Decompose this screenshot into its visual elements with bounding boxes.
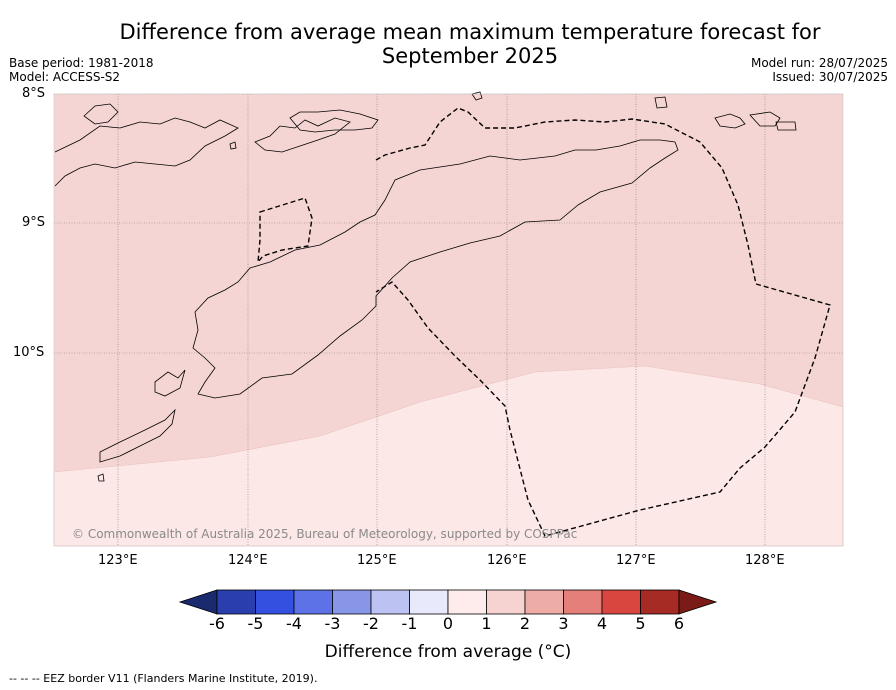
lon-label-123e: 123°E bbox=[98, 553, 138, 568]
colorbar-tick-label: -3 bbox=[324, 614, 341, 633]
colorbar-bin bbox=[293, 589, 333, 615]
colorbar-tick-label: 4 bbox=[596, 614, 608, 633]
lon-label-127e: 127°E bbox=[616, 553, 656, 568]
colorbar-tick-label: -2 bbox=[363, 614, 379, 633]
alor-island-coast bbox=[254, 117, 351, 153]
title-line-2: September 2025 bbox=[381, 44, 559, 68]
small-island-g bbox=[97, 473, 105, 482]
map-frame bbox=[53, 93, 844, 547]
lon-label-126e: 126°E bbox=[487, 553, 527, 568]
lat-label-9s: 9°S bbox=[22, 215, 46, 230]
colorbar-bin bbox=[409, 589, 449, 615]
colorbar-tick-label: 5 bbox=[635, 614, 646, 633]
lon-label-124e: 124°E bbox=[228, 553, 268, 568]
eez-timor-leste bbox=[375, 107, 831, 537]
colorbar-title: Difference from average (°C) bbox=[324, 642, 572, 662]
lon-label-125e: 125°E bbox=[357, 553, 397, 568]
lat-label-10s: 10°S bbox=[13, 345, 45, 360]
colorbar-bin bbox=[255, 589, 295, 615]
eez-footnote: -- -- -- EEZ border V11 (Flanders Marine… bbox=[9, 672, 318, 685]
colorbar-bin bbox=[486, 589, 526, 615]
colorbar-bin bbox=[370, 589, 410, 615]
title-line-1: Difference from average mean maximum tem… bbox=[119, 20, 821, 44]
issued-text: Issued: 30/07/2025 bbox=[772, 70, 888, 84]
colorbar-min-arrow bbox=[178, 589, 218, 615]
meta-left: Base period: 1981-2018 Model: ACCESS-S2 bbox=[9, 56, 154, 84]
colorbar-tick-label: 1 bbox=[481, 614, 492, 633]
colorbar-bin bbox=[332, 589, 372, 615]
colorbar-bin bbox=[563, 589, 603, 615]
colorbar-max-arrow bbox=[678, 589, 718, 615]
lon-label-128e: 128°E bbox=[745, 553, 785, 568]
base-period-text: Base period: 1981-2018 bbox=[9, 56, 154, 70]
small-island-f bbox=[471, 91, 483, 101]
colorbar-bin bbox=[640, 589, 680, 615]
colorbar-tick-label: -1 bbox=[401, 614, 418, 633]
colorbar-bin bbox=[447, 589, 487, 615]
small-island-e bbox=[775, 121, 797, 131]
model-text: Model: ACCESS-S2 bbox=[9, 70, 121, 84]
colorbar-bin bbox=[601, 589, 641, 615]
timor-island-coast bbox=[192, 139, 679, 399]
map-title: Difference from average mean maximum tem… bbox=[70, 20, 870, 68]
colorbar-tick-label: -6 bbox=[209, 614, 225, 633]
colorbar-tick-label: 0 bbox=[442, 614, 454, 633]
colorbar-tick-label: -4 bbox=[286, 614, 302, 633]
flores-islands-coast bbox=[54, 117, 239, 187]
wetar-island-coast bbox=[289, 109, 379, 133]
eez-border bbox=[257, 107, 831, 537]
colorbar-tick-label: -5 bbox=[247, 614, 264, 633]
small-island-c bbox=[714, 113, 746, 129]
meta-right: Model run: 28/07/2025 Issued: 30/07/2025 bbox=[751, 56, 888, 84]
colorbar-tick-label: 3 bbox=[558, 614, 569, 633]
colorbar bbox=[178, 589, 718, 615]
savu-island-coast bbox=[99, 408, 176, 463]
small-island-a bbox=[229, 141, 237, 150]
lat-label-8s: 8°S bbox=[22, 86, 46, 101]
copyright-text: © Commonwealth of Australia 2025, Bureau… bbox=[72, 527, 578, 541]
colorbar-tick-label: 2 bbox=[519, 614, 531, 633]
small-island-b bbox=[654, 96, 668, 109]
lesser-sunda-coast bbox=[83, 103, 119, 125]
model-run-text: Model run: 28/07/2025 bbox=[750, 56, 888, 70]
colorbar-bin bbox=[216, 589, 256, 615]
rote-island-coast bbox=[154, 369, 186, 397]
colorbar-tick-label: 6 bbox=[673, 614, 685, 633]
eez-oecusse bbox=[257, 197, 313, 265]
colorbar-bin bbox=[524, 589, 564, 615]
coastlines bbox=[54, 91, 797, 482]
